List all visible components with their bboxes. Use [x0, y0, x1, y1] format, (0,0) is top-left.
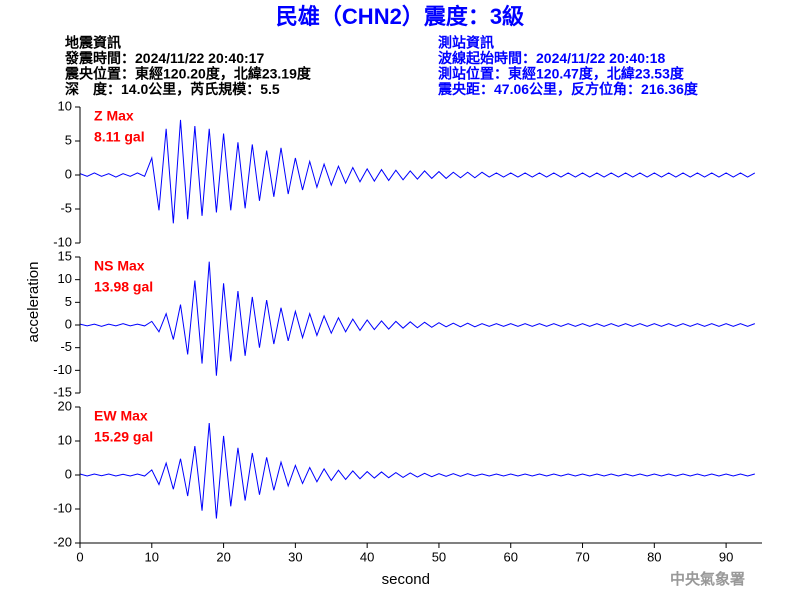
x-tick-label: 40	[360, 549, 374, 564]
x-tick-label: 60	[504, 549, 518, 564]
x-tick-label: 30	[288, 549, 302, 564]
info-line: 發震時間：2024/11/22 20:40:17	[64, 50, 264, 66]
waveform	[79, 422, 755, 519]
y-axis-label: acceleration	[25, 262, 42, 343]
max-label: 8.11 gal	[94, 129, 145, 145]
info-line: 測站資訊	[438, 35, 494, 51]
y-tick-label: 5	[65, 132, 72, 147]
y-tick-label: 0	[65, 466, 72, 481]
x-tick-label: 0	[76, 549, 83, 564]
info-line: 震央距：47.06公里，反方位角：216.36度	[437, 81, 699, 97]
y-tick-label: -15	[53, 384, 72, 399]
footer: 中央氣象署	[670, 570, 745, 588]
y-tick-label: -10	[53, 234, 72, 249]
max-label: 13.98 gal	[94, 279, 153, 295]
waveform	[79, 261, 755, 376]
y-tick-label: -5	[60, 339, 72, 354]
y-tick-label: 10	[58, 98, 72, 113]
y-tick-label: -10	[53, 362, 72, 377]
y-tick-label: 20	[58, 398, 72, 413]
chart-title: 民雄（CHN2）震度：3級	[276, 4, 524, 29]
y-tick-label: 15	[58, 248, 72, 263]
x-tick-label: 10	[145, 549, 159, 564]
info-line: 地震資訊	[65, 35, 121, 51]
x-tick-label: 70	[575, 549, 589, 564]
info-line: 震央位置：東經120.20度，北緯23.19度	[64, 66, 312, 82]
info-line: 深 度：14.0公里，芮氏規模：5.5	[65, 81, 280, 97]
x-tick-label: 90	[719, 549, 733, 564]
max-label: 15.29 gal	[94, 429, 153, 445]
y-tick-label: 5	[65, 294, 72, 309]
y-tick-label: -5	[60, 200, 72, 215]
y-tick-label: 0	[65, 166, 72, 181]
info-line: 波線起始時間：2024/11/22 20:40:18	[438, 50, 665, 66]
x-tick-label: 20	[216, 549, 230, 564]
x-tick-label: 80	[647, 549, 661, 564]
channel-label: NS Max	[94, 258, 145, 274]
channel-label: Z Max	[94, 108, 134, 124]
y-tick-label: -10	[53, 500, 72, 515]
y-tick-label: 10	[58, 432, 72, 447]
y-tick-label: 0	[65, 316, 72, 331]
x-tick-label: 50	[432, 549, 446, 564]
y-tick-label: -20	[53, 534, 72, 549]
y-tick-label: 10	[58, 271, 72, 286]
waveform	[79, 119, 756, 224]
channel-label: EW Max	[94, 408, 148, 424]
x-axis-label: second	[382, 571, 430, 588]
info-line: 測站位置：東經120.47度，北緯23.53度	[438, 66, 685, 82]
